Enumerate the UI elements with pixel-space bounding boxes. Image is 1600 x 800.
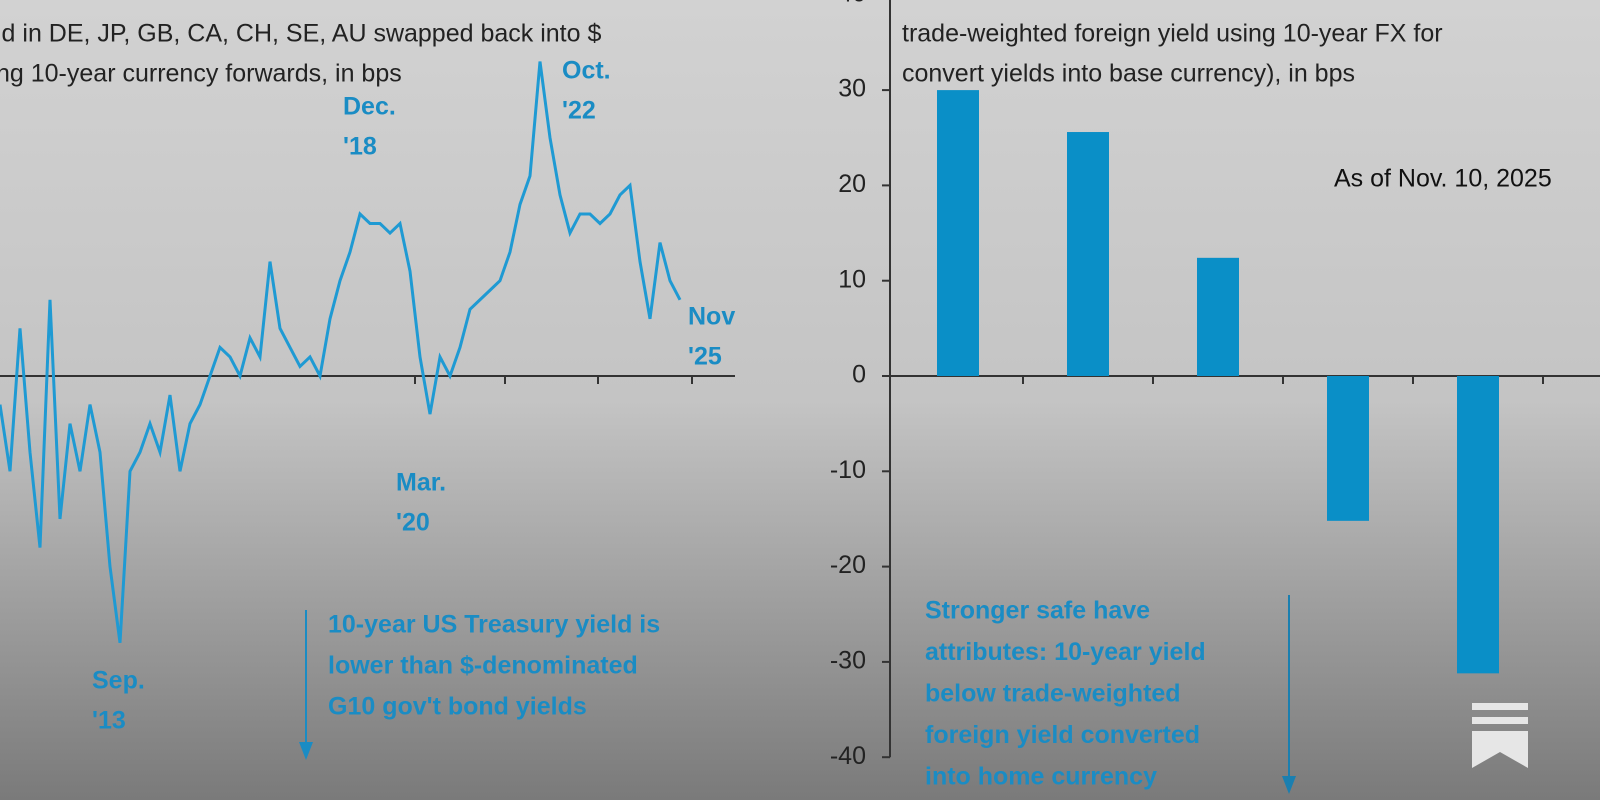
annotation: attributes: 10-year yield <box>925 638 1206 666</box>
y-tick-label: 10 <box>838 265 866 293</box>
arrow-head <box>299 742 313 760</box>
y-tick-label: 30 <box>838 75 866 103</box>
annotation: below trade-weighted <box>925 680 1181 708</box>
y-tick-label: -30 <box>830 647 866 675</box>
bar <box>1327 376 1369 521</box>
annotation: into home currency <box>925 763 1157 791</box>
annotation: Stronger safe have <box>925 597 1150 625</box>
annotation: '18 <box>343 133 377 161</box>
bar <box>1197 257 1239 376</box>
subtitle: As of Nov. 10, 2025 <box>1334 165 1552 193</box>
annotation: '20 <box>396 509 430 537</box>
bar <box>1067 132 1109 376</box>
y-tick-label: 20 <box>838 170 866 198</box>
subtitle: ng 10-year currency forwards, in bps <box>0 60 402 88</box>
annotation: '13 <box>92 707 126 735</box>
y-tick-label: 0 <box>852 361 866 389</box>
annotation: Mar. <box>396 469 446 497</box>
subtitle: convert yields into base currency), in b… <box>902 60 1355 88</box>
annotation: lower than $-denominated <box>328 652 638 680</box>
arrow-head <box>1282 776 1296 794</box>
y-tick-label: -10 <box>830 456 866 484</box>
subtitle: ld in DE, JP, GB, CA, CH, SE, AU swapped… <box>0 20 601 48</box>
annotation: Dec. <box>343 93 396 121</box>
bar <box>1457 376 1499 674</box>
y-tick-label: -40 <box>830 742 866 770</box>
bar <box>937 90 979 376</box>
annotation: '22 <box>562 97 596 125</box>
line-series <box>0 61 682 644</box>
annotation: Nov <box>688 303 735 331</box>
y-tick-label: -20 <box>830 551 866 579</box>
annotation: G10 gov't bond yields <box>328 693 587 721</box>
annotation: foreign yield converted <box>925 721 1200 749</box>
subtitle: trade-weighted foreign yield using 10-ye… <box>902 20 1443 48</box>
annotation: Oct. <box>562 57 611 85</box>
annotation: 10-year US Treasury yield is <box>328 611 660 639</box>
logo <box>1472 703 1528 768</box>
y-tick-label: 40 <box>838 0 866 7</box>
annotation: '25 <box>688 343 722 371</box>
annotation: Sep. <box>92 667 145 695</box>
